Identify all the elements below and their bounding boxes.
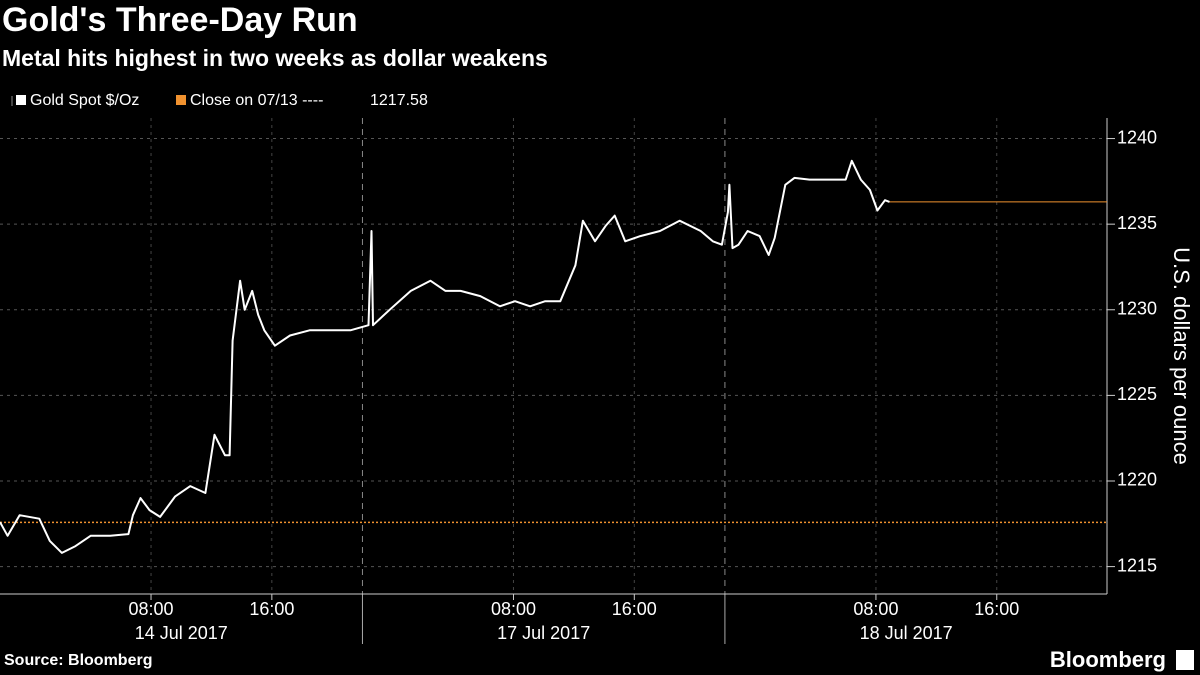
x-tick-label: 16:00 [612,599,657,619]
date-label: 17 Jul 2017 [497,623,590,643]
y-tick-label: 1240 [1117,127,1157,147]
legend-swatch [176,95,186,105]
chart-title: Gold's Three-Day Run [2,1,358,39]
legend-swatch [16,95,26,105]
price-line [0,159,890,554]
x-tick-label: 08:00 [128,599,173,619]
x-tick-label: 08:00 [853,599,898,619]
y-tick-label: 1215 [1117,555,1157,575]
y-tick-label: 1235 [1117,213,1157,233]
legend-label: Gold Spot $/Oz [30,92,139,109]
source: Source: Bloomberg [4,652,152,669]
date-label: 18 Jul 2017 [860,623,953,643]
y-tick-label: 1225 [1117,384,1157,404]
brand: Bloomberg [1050,647,1166,672]
brand-icon [1176,650,1194,670]
date-label: 14 Jul 2017 [135,623,228,643]
x-tick-label: 08:00 [491,599,536,619]
y-axis-label: U.S. dollars per ounce [1169,247,1194,465]
legend-value: 1217.58 [370,92,428,109]
y-tick-label: 1220 [1117,470,1157,490]
legend-label: Close on 07/13 ---- [190,92,323,109]
x-tick-label: 16:00 [974,599,1019,619]
x-tick-label: 16:00 [249,599,294,619]
chart-subtitle: Metal hits highest in two weeks as dolla… [2,45,548,71]
y-tick-label: 1230 [1117,299,1157,319]
